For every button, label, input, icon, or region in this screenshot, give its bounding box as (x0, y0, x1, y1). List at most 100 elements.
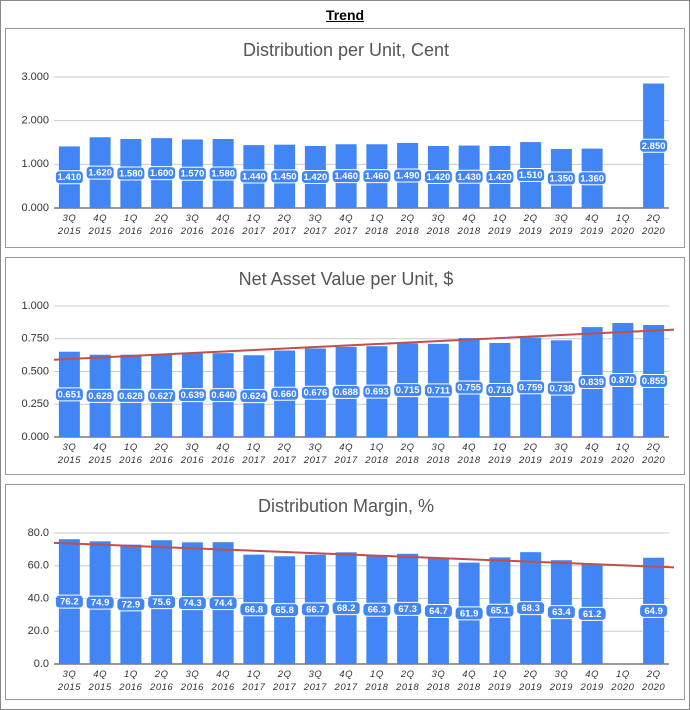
value-label: 66.8 (245, 604, 264, 615)
value-label-box (393, 168, 423, 183)
value-label-box (54, 170, 84, 185)
value-label: 74.4 (214, 598, 233, 609)
value-label-box (577, 171, 607, 186)
x-tick-label: 2Q 2018 (396, 669, 420, 693)
x-tick-label: 2Q 2017 (273, 213, 297, 237)
x-tick-label: 1Q 2016 (119, 669, 143, 693)
value-label-box (393, 601, 423, 616)
chart: Net Asset Value per Unit, $ 0.000 0.250 0.5… (21, 269, 675, 443)
value-label: 0.759 (519, 382, 543, 393)
x-tick-label: 3Q 2018 (426, 669, 450, 693)
chart: Distribution Margin, % 0.0 20.0 40.0 60.0 80.… (28, 496, 675, 670)
chart-panel: Net Asset Value per Unit, $ 0.000 0.250 0.5… (5, 257, 685, 475)
value-label-box (454, 606, 484, 621)
x-tick-label: 4Q 2015 (88, 669, 112, 693)
value-label: 0.651 (57, 389, 81, 400)
x-tick-label: 2Q 2018 (396, 442, 420, 466)
value-label: 75.6 (152, 597, 171, 608)
x-tick-label: 4Q 2016 (211, 442, 235, 466)
value-label: 0.711 (427, 385, 451, 396)
value-label: 1.420 (303, 172, 327, 183)
value-label: 0.855 (642, 376, 666, 387)
chart-panel: Distribution per Unit, Cent 0.000 1.000 2.0… (5, 28, 685, 248)
page-title: Trend (325, 7, 365, 23)
value-label-box (208, 596, 238, 611)
value-label-box (239, 169, 269, 184)
value-label-box (300, 169, 330, 184)
y-tick-label: 1.000 (21, 158, 49, 170)
x-tick-label: 1Q 2019 (488, 213, 512, 237)
x-tick-label: 2Q 2017 (273, 442, 297, 466)
value-label-box (177, 596, 207, 611)
trendline (53, 541, 675, 569)
value-label-box (208, 166, 238, 181)
x-tick-label: 4Q 2015 (88, 442, 112, 466)
value-label-box (300, 385, 330, 400)
value-label-box (577, 606, 607, 621)
value-label-box (270, 603, 300, 618)
x-tick-label: 3Q 2016 (180, 669, 204, 693)
value-label-box (208, 388, 238, 403)
x-tick-label: 4Q 2017 (334, 213, 358, 237)
x-tick-label: 3Q 2019 (549, 442, 573, 466)
value-label-box (177, 166, 207, 181)
value-label-box (239, 389, 269, 404)
x-tick-label: 3Q 2015 (57, 442, 81, 466)
value-label: 1.620 (88, 168, 112, 179)
value-label: 66.3 (368, 605, 387, 616)
y-tick-label: 1.000 (21, 300, 49, 312)
x-tick-label: 3Q 2015 (57, 669, 81, 693)
value-label-box (423, 169, 453, 184)
x-tick-label: 1Q 2019 (488, 442, 512, 466)
value-label-box (639, 603, 669, 618)
value-label-box (577, 375, 607, 390)
value-label: 61.2 (583, 609, 602, 620)
x-tick-label: 2Q 2018 (396, 213, 420, 237)
x-tick-label: 1Q 2016 (119, 442, 143, 466)
value-label-box (423, 383, 453, 398)
x-tick-label: 4Q 2017 (334, 442, 358, 466)
value-label-box (116, 597, 146, 612)
value-label-box (639, 138, 669, 153)
value-label-box (270, 169, 300, 184)
x-tick-label: 2Q 2016 (150, 669, 174, 693)
value-label: 65.1 (491, 606, 510, 617)
x-tick-label: 3Q 2017 (303, 669, 327, 693)
x-tick-label: 1Q 2019 (488, 669, 512, 693)
y-tick-label: 0.250 (21, 398, 49, 410)
value-label: 64.7 (429, 606, 448, 617)
value-label: 64.9 (644, 606, 663, 617)
x-tick-label: 2Q 2019 (519, 442, 543, 466)
x-tick-label: 3Q 2017 (303, 442, 327, 466)
value-label: 1.420 (488, 172, 512, 183)
value-label-box (54, 387, 84, 402)
x-tick-label: 1Q 2018 (365, 213, 389, 237)
value-label: 0.870 (611, 375, 635, 386)
value-label-box (454, 169, 484, 184)
value-label-box (516, 601, 546, 616)
x-tick-label: 3Q 2017 (303, 213, 327, 237)
value-label-box (331, 601, 361, 616)
value-label-box (393, 383, 423, 398)
value-label-box (270, 386, 300, 401)
value-label-box (147, 595, 177, 610)
value-label-box (300, 602, 330, 617)
value-label: 1.490 (396, 170, 420, 181)
x-tick-label: 4Q 2019 (580, 213, 604, 237)
x-tick-label: 2Q 2020 (642, 442, 666, 466)
value-label-box (516, 168, 546, 183)
value-label-box (546, 381, 576, 396)
value-label: 1.460 (365, 171, 389, 182)
value-label: 0.628 (88, 391, 112, 402)
value-label-box (331, 169, 361, 184)
x-tick-label: 1Q 2016 (119, 213, 143, 237)
x-tick-label: 1Q 2017 (242, 213, 266, 237)
x-tick-label: 4Q 2019 (580, 442, 604, 466)
value-label: 1.600 (150, 168, 174, 179)
value-label: 67.3 (398, 604, 417, 615)
x-tick-label: 4Q 2015 (88, 213, 112, 237)
chart-title: Distribution Margin, % (258, 496, 434, 516)
x-tick-label: 3Q 2019 (549, 669, 573, 693)
value-label-box (362, 384, 392, 399)
x-tick-label: 2Q 2016 (150, 442, 174, 466)
